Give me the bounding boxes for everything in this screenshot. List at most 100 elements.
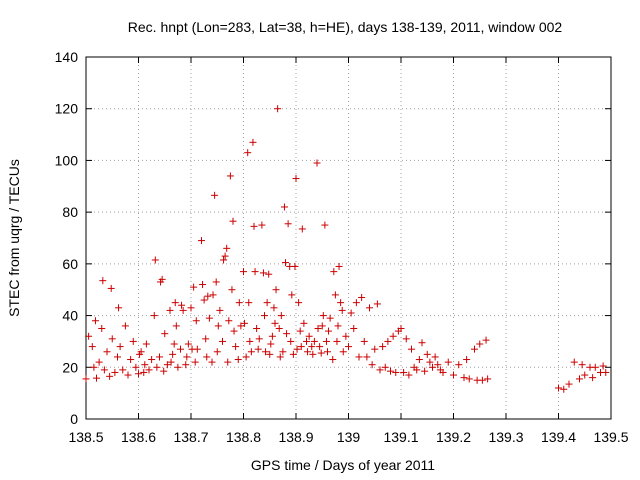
- data-point: [310, 337, 318, 345]
- x-tick-label: 138.5: [68, 429, 103, 445]
- data-point: [200, 296, 208, 304]
- data-point: [190, 283, 198, 291]
- data-point: [275, 325, 283, 332]
- data-point: [170, 340, 178, 348]
- data-point: [208, 358, 216, 366]
- data-point: [253, 325, 261, 332]
- data-point: [219, 337, 226, 345]
- data-point: [317, 349, 325, 357]
- data-point: [373, 300, 381, 308]
- data-point: [326, 314, 334, 322]
- data-point: [455, 361, 463, 369]
- data-point: [241, 319, 249, 327]
- data-point: [280, 203, 288, 211]
- data-point: [389, 332, 397, 340]
- data-point: [115, 304, 123, 312]
- data-point: [305, 332, 313, 340]
- data-point: [132, 363, 140, 371]
- data-point: [203, 353, 211, 361]
- data-point: [254, 345, 262, 353]
- data-point: [599, 362, 607, 370]
- data-point: [121, 322, 129, 330]
- data-point: [289, 350, 297, 358]
- data-point: [282, 259, 289, 267]
- data-point: [300, 319, 308, 327]
- data-point: [137, 348, 145, 356]
- data-point: [99, 277, 107, 285]
- data-point: [313, 159, 321, 167]
- data-point: [345, 343, 352, 351]
- data-point: [330, 268, 338, 276]
- data-point: [249, 138, 257, 146]
- data-point: [174, 363, 182, 371]
- data-point: [476, 340, 484, 348]
- data-point: [183, 353, 191, 361]
- data-point: [95, 358, 103, 366]
- data-point: [465, 375, 473, 383]
- data-point: [266, 350, 274, 358]
- data-point: [88, 343, 96, 351]
- data-point: [141, 361, 149, 369]
- data-point: [151, 256, 159, 264]
- data-point: [172, 322, 180, 330]
- data-point: [402, 335, 410, 343]
- data-point: [90, 363, 98, 371]
- data-point: [267, 340, 275, 348]
- data-point: [119, 366, 127, 374]
- data-point: [322, 337, 330, 345]
- data-point: [334, 322, 342, 330]
- y-tick-label: 0: [70, 411, 78, 427]
- data-point: [103, 348, 111, 356]
- data-point: [318, 322, 326, 330]
- data-point: [212, 278, 220, 286]
- data-point: [129, 337, 137, 345]
- data-points: [82, 105, 610, 393]
- data-point: [108, 335, 116, 343]
- data-point: [287, 337, 295, 345]
- data-point: [482, 336, 490, 344]
- data-point: [140, 368, 148, 376]
- data-point: [124, 371, 132, 379]
- data-point: [82, 375, 90, 383]
- data-point: [408, 345, 415, 353]
- data-point: [214, 322, 222, 330]
- x-tick-label: 139.5: [593, 429, 628, 445]
- data-point: [284, 220, 292, 228]
- data-point: [91, 317, 99, 325]
- data-point: [184, 340, 192, 348]
- data-point: [229, 217, 237, 225]
- data-point: [283, 330, 291, 338]
- data-point: [223, 244, 231, 252]
- data-point: [387, 367, 394, 375]
- data-point: [293, 345, 301, 353]
- data-point: [366, 304, 373, 312]
- data-point: [111, 368, 119, 376]
- data-point: [439, 368, 447, 376]
- data-point: [405, 371, 413, 379]
- data-point: [413, 366, 421, 374]
- data-point: [397, 325, 405, 332]
- data-point: [460, 374, 468, 382]
- data-point: [350, 325, 358, 332]
- data-point: [471, 345, 478, 353]
- data-point: [478, 376, 486, 384]
- data-point: [363, 353, 371, 361]
- data-point: [589, 374, 597, 382]
- data-point: [444, 358, 452, 366]
- data-point: [251, 268, 259, 276]
- data-point: [169, 350, 177, 358]
- x-tick-label: 139.2: [436, 429, 471, 445]
- data-point: [127, 356, 135, 364]
- data-point: [187, 304, 195, 312]
- data-point: [166, 306, 174, 314]
- data-point: [199, 281, 207, 289]
- data-point: [303, 337, 310, 345]
- data-point: [288, 291, 296, 299]
- data-point: [247, 348, 255, 356]
- data-point: [232, 343, 240, 351]
- data-point: [331, 291, 339, 299]
- data-point: [316, 343, 324, 351]
- data-point: [193, 345, 201, 353]
- data-point: [271, 319, 279, 327]
